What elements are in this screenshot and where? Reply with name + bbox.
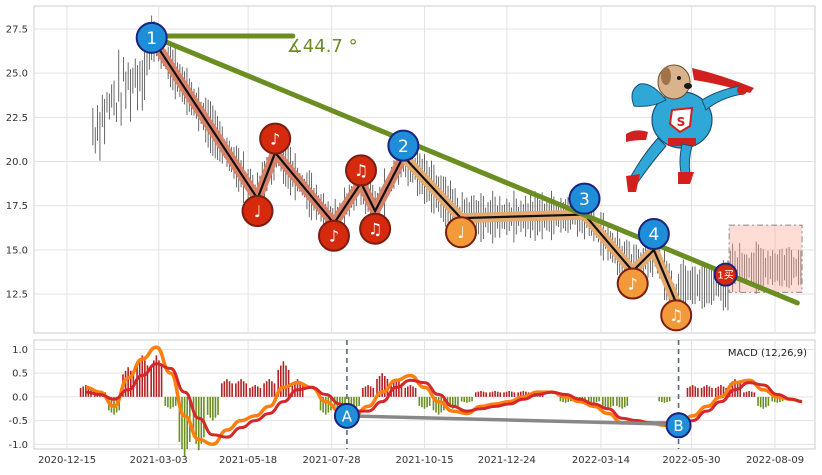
x-tick-label: 2022-03-14 <box>572 455 630 466</box>
highlight-box <box>728 224 803 293</box>
divergence-marker-label: A <box>342 407 353 425</box>
marker-label: 3 <box>579 190 590 210</box>
macd-panel: 1.0 0.5 0.0 -0.5 -1.0 A B MACD (12,26,9) <box>8 339 816 457</box>
marker-circle <box>359 212 392 245</box>
marker-circle <box>444 216 477 249</box>
marker-circle <box>317 219 350 252</box>
marker-high: ♫ <box>345 154 378 187</box>
macd-y-tick-label: -0.5 <box>8 416 28 427</box>
marker-high: ♪ <box>259 122 292 155</box>
marker-label: ♪ <box>329 227 339 246</box>
marker-low: ♩ <box>241 195 274 228</box>
marker-label: ♫ <box>368 219 382 238</box>
macd-y-tick-label: 1.0 <box>12 345 28 356</box>
x-tick-label: 2022-05-30 <box>662 455 720 466</box>
angle-label: ∡44.7 ° <box>287 36 358 57</box>
superhero-dog-image: S <box>626 64 754 192</box>
marker-label: ♫ <box>354 161 368 180</box>
marker-label: ♩ <box>254 202 262 221</box>
price-y-tick-label: 25.0 <box>6 69 28 80</box>
marker-low: ♫ <box>359 212 392 245</box>
marker-label: 4 <box>648 225 659 245</box>
svg-text:S: S <box>677 115 686 129</box>
marker-label: 1 <box>146 29 157 49</box>
marker-circle <box>241 195 274 228</box>
divergence-marker-circle <box>665 412 692 439</box>
marker-circle <box>660 299 693 332</box>
marker-label: ♩ <box>457 223 465 242</box>
marker-circle <box>345 154 378 187</box>
price-y-tick-label: 27.5 <box>6 24 28 35</box>
macd-y-tick-label: -1.0 <box>8 440 28 451</box>
divergence-line <box>346 414 679 427</box>
price-y-tick-label: 17.5 <box>6 201 28 212</box>
price-panel: 12.5 15.0 17.5 20.0 22.5 25.0 27.5 ∡44.7 ° 1 ♩ ♪ ♪ ♫… <box>6 5 816 334</box>
marker-peak: 2 <box>387 129 420 162</box>
x-tick-label: 2021-03-03 <box>130 455 188 466</box>
marker-low: ♪ <box>317 219 350 252</box>
divergence-marker-circle <box>333 402 360 429</box>
trend-line <box>149 33 800 306</box>
x-tick-label: 2021-07-28 <box>303 455 361 466</box>
marker-circle <box>387 129 420 162</box>
marker-low-alt: ♫ <box>660 299 693 332</box>
marker-circle <box>713 262 738 287</box>
price-y-tick-label: 15.0 <box>6 245 28 256</box>
macd-histogram <box>79 355 784 457</box>
marker-label: ♫ <box>669 306 683 325</box>
price-y-tick-label: 20.0 <box>6 157 28 168</box>
x-tick-label: 2022-08-09 <box>746 455 804 466</box>
marker-low-alt: ♩ <box>444 216 477 249</box>
price-y-tick-label: 12.5 <box>6 290 28 301</box>
marker-circle <box>616 267 649 300</box>
divergence-marker: B <box>665 412 692 439</box>
zigzag-line <box>150 37 678 304</box>
marker-circle <box>568 182 601 215</box>
marker-label: 2 <box>398 137 409 157</box>
marker-low-alt: ♪ <box>616 267 649 300</box>
marker-label: 1买 <box>717 269 733 281</box>
macd-legend: MACD (12,26,9) <box>728 348 807 359</box>
x-tick-label: 2021-12-24 <box>478 455 536 466</box>
marker-circle <box>259 122 292 155</box>
marker-label: ♪ <box>270 129 280 148</box>
marker-peak: 4 <box>637 218 670 251</box>
macd-y-tick-label: 0.0 <box>12 392 28 403</box>
marker-circle <box>637 218 670 251</box>
marker-label: ♪ <box>628 274 638 293</box>
marker-peak: 1 <box>135 21 168 54</box>
x-tick-label: 2021-05-18 <box>219 455 277 466</box>
marker-buy: 1买 <box>713 262 738 287</box>
x-axis: 2020-12-15 2021-03-03 2021-05-18 2021-07-28… <box>38 455 804 466</box>
x-tick-label: 2021-10-15 <box>395 455 453 466</box>
marker-circle <box>135 21 168 54</box>
x-tick-label: 2020-12-15 <box>38 455 96 466</box>
divergence-marker: A <box>333 402 360 429</box>
marker-peak: 3 <box>568 182 601 215</box>
macd-y-tick-label: 0.5 <box>12 369 28 380</box>
price-y-tick-label: 22.5 <box>6 113 28 124</box>
divergence-marker-label: B <box>673 417 683 435</box>
